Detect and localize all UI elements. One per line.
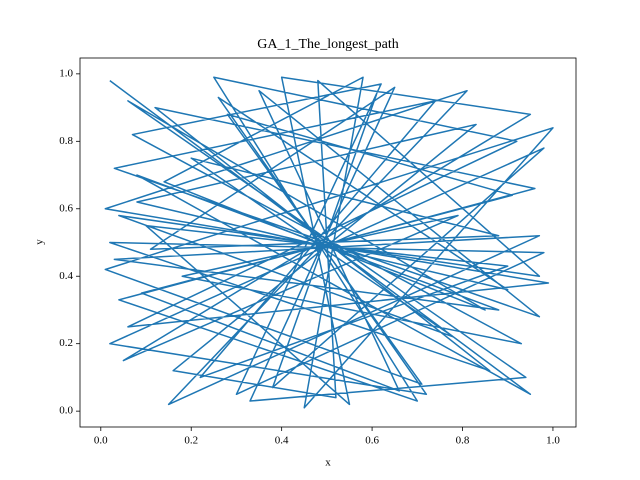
y-tick-label: 1.0 xyxy=(59,67,73,79)
x-tick-label: 1.0 xyxy=(546,435,560,447)
x-tick-label: 0.4 xyxy=(275,435,289,447)
x-tick-label: 0.0 xyxy=(94,435,108,447)
y-tick-label: 0.4 xyxy=(59,270,73,282)
x-tick-label: 0.8 xyxy=(456,435,470,447)
chart-title: GA_1_The_longest_path xyxy=(257,37,399,52)
x-tick-label: 0.6 xyxy=(365,435,379,447)
y-tick-label: 0.0 xyxy=(59,405,73,417)
y-axis-label: y xyxy=(34,239,46,245)
y-tick-label: 0.6 xyxy=(59,202,73,214)
x-axis-label: x xyxy=(325,457,331,469)
x-tick-label: 0.2 xyxy=(184,435,198,447)
plot-frame xyxy=(79,57,577,428)
y-tick-label: 0.2 xyxy=(59,337,73,349)
y-tick-label: 0.8 xyxy=(59,135,73,147)
data-line xyxy=(104,76,554,409)
